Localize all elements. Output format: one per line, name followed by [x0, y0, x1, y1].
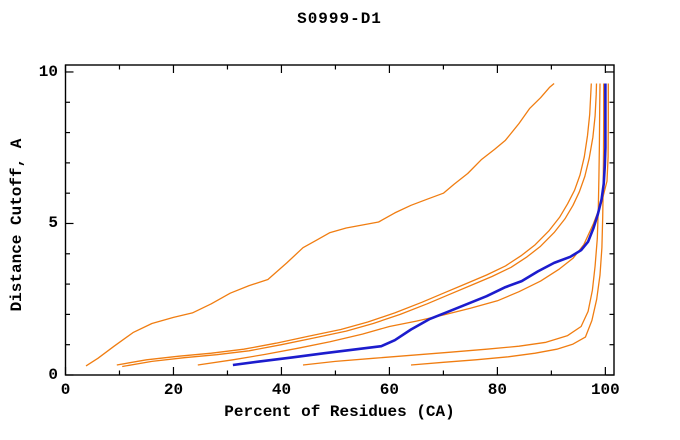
x-tick-label-60: 60	[379, 381, 400, 399]
x-tick-label-40: 40	[271, 381, 292, 399]
model-curve-3-path	[122, 83, 598, 368]
model-curve-1-path	[85, 83, 555, 367]
x-tick-label-80: 80	[487, 381, 507, 399]
y-tick-label-5: 5	[48, 214, 58, 233]
model-curve-5-path	[302, 83, 601, 366]
curves-group	[85, 83, 609, 368]
x-tick-label-100: 100	[590, 381, 620, 399]
model-curve-4-path	[197, 83, 609, 366]
y-tick-label-0: 0	[48, 366, 58, 384]
model-curve-6-path	[410, 83, 605, 366]
y-tick-label-10: 10	[38, 62, 58, 81]
x-axis-label: Percent of Residues (CA)	[224, 403, 455, 421]
plot-border	[64, 64, 615, 376]
highlighted-curve-path	[232, 83, 607, 367]
x-tick-label-0: 0	[60, 381, 71, 399]
chart-title: S0999-D1	[297, 10, 382, 28]
x-tick-label-20: 20	[163, 381, 184, 399]
model-curve-2-path	[116, 83, 592, 366]
axis-ticks	[64, 65, 614, 376]
